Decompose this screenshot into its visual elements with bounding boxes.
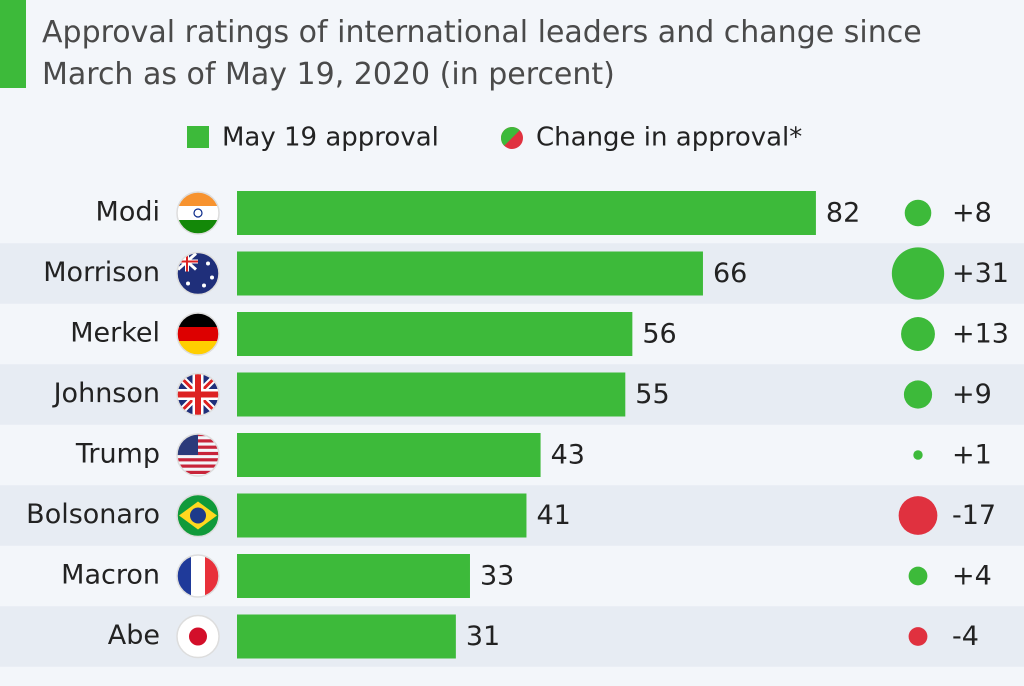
flag-icon: [176, 554, 220, 598]
f: [177, 206, 219, 220]
legend-label: Change in approval*: [536, 123, 802, 153]
flag-body: [177, 615, 219, 658]
flag-border: [176, 312, 220, 356]
change-bubble: [908, 627, 928, 646]
f: [177, 327, 219, 341]
bar-value-label: 56: [642, 319, 676, 350]
flag-body: [177, 494, 219, 537]
title-accent: [0, 0, 26, 88]
category-label: Johnson: [52, 378, 160, 409]
bar: [237, 372, 626, 417]
bar-value-label: 33: [480, 561, 514, 592]
flag-border: [176, 372, 220, 417]
bar-value-label: 31: [466, 621, 500, 652]
change-label: +8: [952, 198, 992, 229]
change-bubble: [903, 380, 933, 409]
bar: [237, 191, 816, 235]
f: [177, 373, 219, 416]
flag-border: [176, 433, 220, 477]
flag-body: [177, 434, 219, 474]
change-label: +31: [952, 258, 1009, 289]
category-label: Modi: [96, 197, 160, 228]
flag-body: [177, 252, 219, 295]
f: [206, 261, 210, 266]
f: [177, 464, 219, 468]
f: [177, 470, 219, 474]
category-label: Trump: [75, 439, 160, 470]
bar-value-label: 82: [826, 198, 860, 229]
flag-border: [176, 493, 220, 538]
category-label: Bolsonaro: [26, 499, 160, 530]
category-label: Abe: [108, 620, 160, 651]
f: [189, 627, 207, 646]
bar: [237, 433, 541, 477]
change-bubble: [913, 450, 923, 460]
flag-icon: [176, 433, 220, 477]
bar-value-label: 66: [713, 258, 747, 289]
flag-icon: [176, 251, 220, 296]
change-label: -17: [952, 500, 996, 531]
f: [177, 458, 219, 462]
row-band: [0, 606, 1024, 667]
flag-body: [177, 192, 219, 234]
legend-swatch: [187, 126, 209, 148]
flag-icon: [176, 493, 220, 538]
bar: [237, 493, 527, 538]
bar: [237, 614, 456, 659]
change-label: +4: [952, 561, 992, 592]
change-label: -4: [952, 621, 979, 652]
f: [190, 507, 206, 524]
bar: [237, 251, 703, 296]
category-label: Morrison: [43, 257, 160, 288]
flag-border: [176, 191, 220, 235]
f: [186, 281, 190, 286]
flag-border: [176, 554, 220, 598]
category-label: Macron: [61, 560, 160, 591]
flag-border: [176, 251, 220, 296]
f: [210, 275, 214, 280]
change-label: +1: [952, 440, 992, 471]
change-label: +13: [952, 319, 1009, 350]
legend-bubble: [501, 127, 523, 149]
change-label: +9: [952, 379, 992, 410]
flag-border: [176, 614, 220, 659]
f: [193, 208, 203, 218]
chart-title: Approval ratings of international leader…: [42, 15, 922, 92]
flag-icon: [176, 312, 220, 356]
bar-value-label: 55: [635, 379, 669, 410]
f: [191, 555, 205, 597]
change-bubble: [891, 247, 945, 300]
change-bubble: [898, 496, 938, 535]
change-bubble: [908, 566, 928, 586]
legend-label: May 19 approval: [222, 123, 439, 153]
bar: [237, 554, 470, 598]
change-bubble: [901, 317, 935, 351]
bar: [237, 312, 633, 356]
flag-icon: [176, 614, 220, 659]
bar-value-label: 43: [551, 440, 585, 471]
f: [202, 283, 206, 288]
bar-value-label: 41: [536, 500, 570, 531]
flag-body: [177, 555, 219, 597]
change-bubble: [904, 199, 932, 227]
flag-body: [177, 313, 219, 355]
flag-icon: [176, 372, 220, 417]
category-label: Merkel: [70, 318, 160, 349]
flag-icon: [176, 191, 220, 235]
